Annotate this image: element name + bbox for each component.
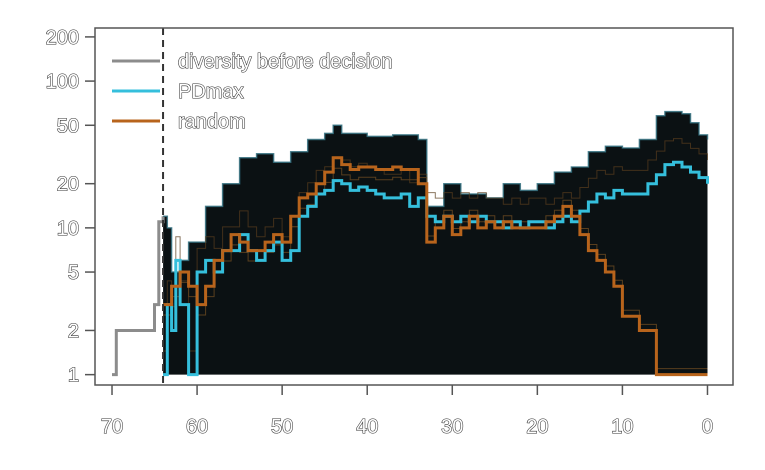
x-tick-label: 20 [526, 416, 548, 438]
x-tick-label: 70 [101, 416, 123, 438]
random-line [163, 156, 708, 377]
x-axis: 70 60 50 40 30 20 10 0 [100, 385, 714, 439]
x-tick-label: 30 [441, 416, 463, 438]
legend-label: diversity before decision [178, 51, 393, 73]
plot-frame [94, 27, 734, 386]
y-tick-label: 100 [46, 71, 79, 93]
y-tick-label: 10 [57, 218, 79, 240]
series-lines [163, 138, 709, 377]
y-tick-label: 50 [57, 115, 79, 137]
diversity-before-decision-line [112, 216, 165, 377]
x-tick-label: 60 [186, 416, 208, 438]
x-tick-label: 40 [356, 416, 378, 438]
x-tick-label: 10 [611, 416, 633, 438]
y-axis: 1 2 5 10 20 50 100 200 [45, 26, 95, 387]
x-tick-label: 50 [271, 416, 293, 438]
x-tick-label: 0 [702, 416, 713, 438]
y-tick-label: 1 [68, 365, 79, 387]
legend-label: random [178, 111, 246, 133]
y-tick-label: 20 [57, 174, 79, 196]
y-tick-label: 5 [68, 262, 79, 284]
legend: diversity before decision PDmax random [112, 50, 393, 134]
pdmax-secondary-line [163, 138, 708, 352]
y-tick-label: 2 [68, 320, 79, 342]
legend-label: PDmax [178, 81, 244, 103]
y-tick-label: 200 [46, 27, 79, 49]
